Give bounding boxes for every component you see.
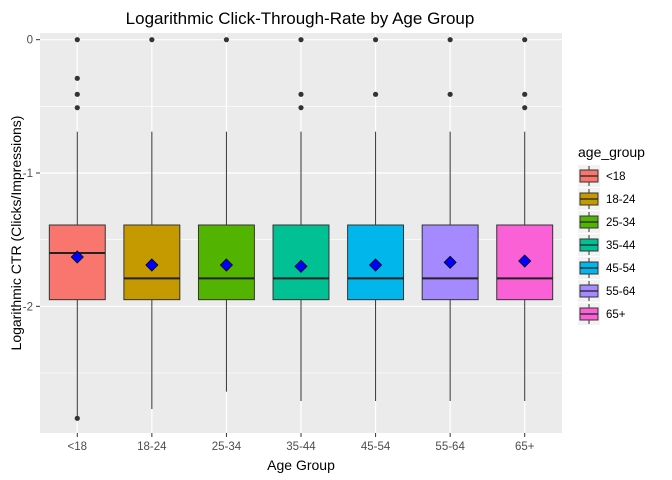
legend-item: 18-24 xyxy=(578,188,636,210)
legend-label: 45-54 xyxy=(606,263,636,275)
x-axis: <18 18-24 25-34 35-44 45-54 55-64 65+ xyxy=(68,433,535,453)
legend-item: 25-34 xyxy=(578,211,636,233)
legend-label: <18 xyxy=(606,171,626,183)
legend-item: 55-64 xyxy=(578,280,636,302)
y-axis-title: Logarithmic CTR (Clicks/Impressions) xyxy=(8,116,24,351)
x-axis-title: Age Group xyxy=(267,457,335,473)
outlier-point xyxy=(298,37,304,43)
outlier-point xyxy=(372,37,379,43)
x-tick-label: 25-34 xyxy=(212,441,242,453)
legend-label: 18-24 xyxy=(606,194,636,206)
x-tick-label: 35-44 xyxy=(286,441,316,453)
outlier-point xyxy=(74,37,80,43)
box-2 xyxy=(123,37,181,409)
outlier-point xyxy=(223,37,230,43)
legend: age_group <18 18-24 25-34 35-44 45-54 55-64 65… xyxy=(578,144,645,325)
mean-marker xyxy=(369,258,383,272)
box-6 xyxy=(421,37,479,401)
mean-marker xyxy=(219,258,233,272)
box-1 xyxy=(48,37,106,421)
legend-item: 45-54 xyxy=(578,257,636,279)
outlier-point xyxy=(74,91,80,97)
outlier-point xyxy=(74,415,80,421)
outlier-point xyxy=(447,37,453,43)
outlier-point xyxy=(447,91,453,97)
legend-item: <18 xyxy=(578,165,626,187)
legend-label: 55-64 xyxy=(606,286,636,298)
outlier-point xyxy=(74,105,80,111)
mean-marker xyxy=(518,254,532,268)
box-layer xyxy=(48,37,554,421)
chart-title: Logarithmic Click-Through-Rate by Age Gr… xyxy=(126,9,475,28)
box-7 xyxy=(496,37,554,401)
outlier-point xyxy=(149,37,155,43)
x-tick-label: 65+ xyxy=(515,441,535,453)
mean-marker xyxy=(294,259,308,273)
box-3 xyxy=(197,37,255,392)
legend-title: age_group xyxy=(578,144,645,160)
box-4 xyxy=(272,37,330,401)
x-tick-label: 18-24 xyxy=(137,441,167,453)
x-tick-label: <18 xyxy=(68,441,88,453)
y-tick-label: -2 xyxy=(23,301,33,313)
box-5 xyxy=(347,37,405,401)
x-tick-label: 55-64 xyxy=(435,441,465,453)
legend-label: 25-34 xyxy=(606,217,636,229)
mean-marker xyxy=(145,258,159,272)
y-axis: 0 -1 -2 xyxy=(23,35,40,313)
mean-marker xyxy=(70,250,84,264)
legend-label: 65+ xyxy=(606,309,626,321)
outlier-point xyxy=(522,37,528,43)
outlier-point xyxy=(298,105,304,111)
outlier-point xyxy=(522,105,528,111)
mean-marker xyxy=(443,255,457,269)
outlier-point xyxy=(74,75,80,81)
outlier-point xyxy=(372,91,379,97)
y-tick-label: 0 xyxy=(27,35,33,47)
y-tick-label: -1 xyxy=(23,168,33,180)
legend-item: 35-44 xyxy=(578,234,636,256)
legend-label: 35-44 xyxy=(606,240,636,252)
x-tick-label: 45-54 xyxy=(361,441,391,453)
outlier-point xyxy=(298,91,304,97)
outlier-point xyxy=(522,91,528,97)
legend-item: 65+ xyxy=(578,303,626,325)
